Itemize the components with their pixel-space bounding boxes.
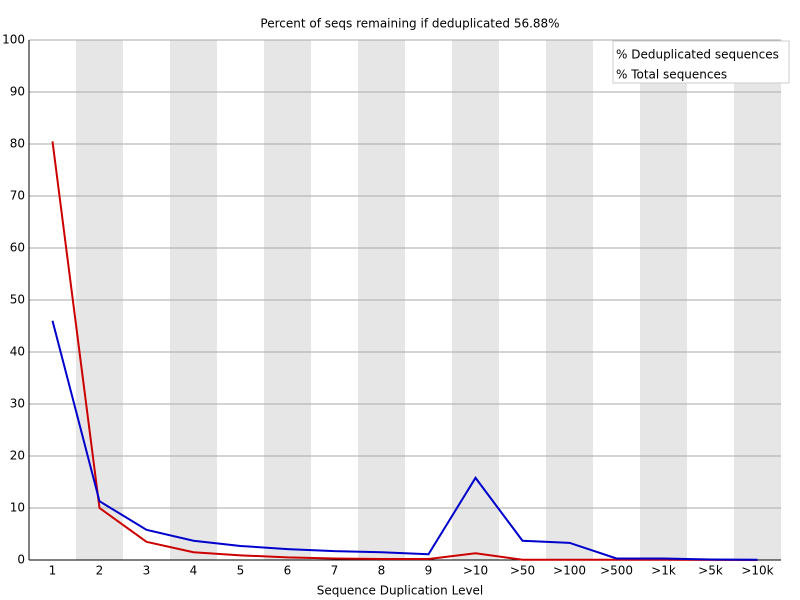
x-tick-label: >100 xyxy=(553,564,586,578)
x-tick-label: 3 xyxy=(143,564,151,578)
legend-label: % Deduplicated sequences xyxy=(616,48,779,62)
x-tick-label: >10k xyxy=(741,564,773,578)
x-tick-label: 6 xyxy=(284,564,292,578)
x-tick-label: >50 xyxy=(510,564,535,578)
y-tick-label: 60 xyxy=(10,241,25,255)
x-tick-label: >1k xyxy=(651,564,676,578)
x-tick-label: 8 xyxy=(378,564,386,578)
y-tick-label: 80 xyxy=(10,137,25,151)
y-tick-label: 40 xyxy=(10,345,25,359)
series-line xyxy=(51,141,758,561)
x-tick-label: 1 xyxy=(49,564,57,578)
y-tick-label: 20 xyxy=(10,449,25,463)
x-tick-label: 4 xyxy=(190,564,198,578)
legend-label: % Total sequences xyxy=(616,68,727,82)
y-tick-label: 90 xyxy=(10,85,25,99)
x-tick-label: 7 xyxy=(331,564,339,578)
y-tick-label: 10 xyxy=(10,501,25,515)
chart-title: Percent of seqs remaining if deduplicate… xyxy=(260,17,559,31)
x-tick-label: 2 xyxy=(96,564,104,578)
x-tick-label: 9 xyxy=(425,564,433,578)
y-tick-label: 70 xyxy=(10,189,25,203)
y-tick-label: 50 xyxy=(10,293,25,307)
x-axis-label: Sequence Duplication Level xyxy=(317,584,484,598)
y-tick-label: 100 xyxy=(2,33,25,47)
x-tick-label: >10 xyxy=(463,564,488,578)
x-tick-label: 5 xyxy=(237,564,245,578)
legend-box xyxy=(612,40,790,84)
y-tick-label: 30 xyxy=(10,397,25,411)
x-tick-label: >500 xyxy=(600,564,633,578)
y-tick-label: 0 xyxy=(17,553,25,567)
series-line xyxy=(51,320,758,561)
x-tick-label: >5k xyxy=(698,564,723,578)
